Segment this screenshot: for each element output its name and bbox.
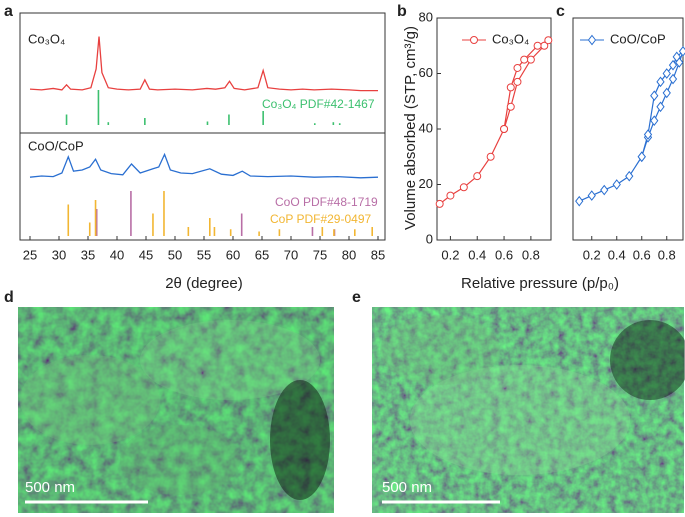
marker xyxy=(533,41,542,50)
panel-label: b xyxy=(397,3,407,20)
x-tick-label: 60 xyxy=(226,247,240,262)
panel-label: e xyxy=(352,289,361,306)
marker xyxy=(656,76,665,88)
x-tick-label: 75 xyxy=(313,247,327,262)
marker xyxy=(668,73,678,85)
y-tick-label: 40 xyxy=(419,120,433,135)
x-tick-label: 0.2 xyxy=(583,247,601,262)
reference-label: Co₃O₄ PDF#42-1467 xyxy=(262,97,375,111)
panel-label: d xyxy=(4,289,14,306)
marker xyxy=(587,190,596,201)
marker xyxy=(650,90,659,102)
x-tick-label: 25 xyxy=(23,247,37,262)
frame xyxy=(436,17,552,241)
x-tick-label: 65 xyxy=(255,247,269,262)
x-tick-label: 35 xyxy=(81,247,95,262)
marker xyxy=(526,55,535,64)
x-axis-title: Relative pressure (p/p₀) xyxy=(461,275,619,292)
marker xyxy=(435,199,444,208)
frame xyxy=(19,12,386,241)
x-tick-label: 30 xyxy=(52,247,66,262)
marker xyxy=(506,83,515,92)
x-tick-label: 0.2 xyxy=(441,247,459,262)
marker xyxy=(625,170,634,182)
marker xyxy=(513,77,522,86)
marker xyxy=(600,184,609,196)
marker xyxy=(668,59,678,71)
marker xyxy=(575,195,584,207)
marker xyxy=(662,87,671,99)
marker xyxy=(473,172,482,181)
pattern-line xyxy=(29,152,379,179)
reference-label: CoO PDF#48-1719 xyxy=(275,195,378,209)
x-tick-label: 50 xyxy=(168,247,182,262)
marker xyxy=(500,125,509,133)
pattern-label: Co₃O₄ xyxy=(28,31,65,46)
y-tick-label: 60 xyxy=(419,65,433,80)
x-axis-title: 2θ (degree) xyxy=(165,275,243,292)
pattern-label: CoO/CoP xyxy=(28,138,84,153)
scale-bar-label: 500 nm xyxy=(382,479,432,496)
x-tick-label: 40 xyxy=(110,247,124,262)
legend-marker xyxy=(470,36,478,44)
marker xyxy=(643,129,653,140)
marker xyxy=(678,45,685,57)
x-tick-label: 55 xyxy=(197,247,211,262)
x-tick-label: 0.6 xyxy=(495,247,513,262)
panel-label: a xyxy=(4,3,13,20)
marker xyxy=(662,68,671,79)
x-tick-label: 0.8 xyxy=(522,247,540,262)
legend-marker xyxy=(587,34,597,46)
marker xyxy=(650,115,659,126)
scale-bar-label: 500 nm xyxy=(25,479,75,496)
y-tick-label: 20 xyxy=(419,176,433,191)
x-tick-label: 0.6 xyxy=(633,247,651,262)
y-tick-label: 0 xyxy=(426,231,433,246)
x-tick-label: 0.4 xyxy=(468,247,486,262)
x-tick-label: 85 xyxy=(371,247,385,262)
marker xyxy=(672,51,681,63)
x-tick-label: 45 xyxy=(139,247,153,262)
sem-image: 500 nm xyxy=(372,307,685,513)
reference-label: CoP PDF#29-0497 xyxy=(270,212,372,226)
marker xyxy=(513,63,522,72)
marker xyxy=(612,179,621,190)
panel-label: c xyxy=(556,3,565,20)
legend-label: Co₃O₄ xyxy=(492,31,529,46)
marker xyxy=(544,36,553,45)
pattern-line xyxy=(29,36,378,92)
frame xyxy=(572,17,684,241)
x-tick-label: 0.4 xyxy=(608,247,626,262)
marker xyxy=(459,183,468,192)
y-axis-title: Volume absorbed (STP, cm³/g) xyxy=(402,26,419,230)
legend-label: CoO/CoP xyxy=(610,31,666,46)
isotherm-line xyxy=(439,39,549,205)
x-tick-label: 0.8 xyxy=(658,247,676,262)
marker xyxy=(656,101,665,113)
x-tick-label: 80 xyxy=(342,247,356,262)
sem-image: 500 nm xyxy=(18,307,334,513)
x-tick-label: 70 xyxy=(284,247,298,262)
marker xyxy=(506,102,515,111)
marker xyxy=(486,152,495,161)
marker xyxy=(637,151,646,163)
y-tick-label: 80 xyxy=(419,9,433,24)
marker xyxy=(520,55,529,64)
marker xyxy=(446,191,455,200)
